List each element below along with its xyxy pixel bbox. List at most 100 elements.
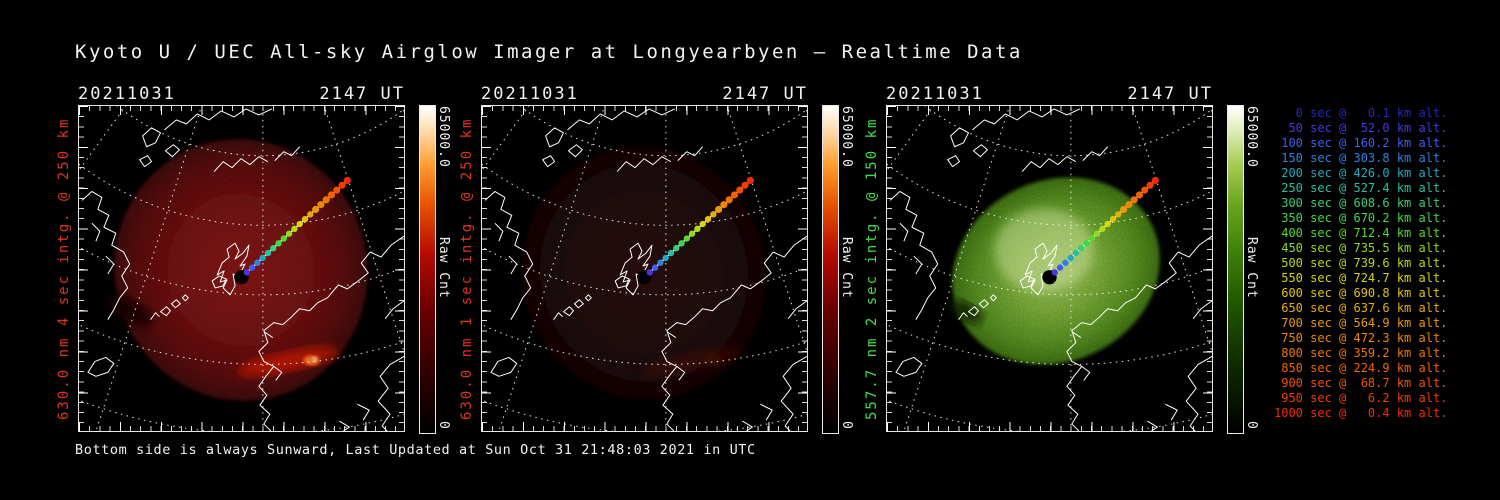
- colorbar-min-label: 0: [1244, 421, 1259, 430]
- panel-wavelength-label: 557.7 nm 2 sec intg. @ 150 km: [864, 117, 880, 420]
- coastline-overlay: [889, 108, 1212, 431]
- track-dot: [1141, 186, 1149, 194]
- track-dot: [254, 259, 261, 266]
- track-dot: [1125, 201, 1133, 209]
- track-dot: [730, 191, 739, 199]
- track-dot: [667, 249, 675, 257]
- ephemeris-legend: 0 sec @ 0.1 km alt. 50 sec @ 52.0 km alt…: [1274, 106, 1447, 421]
- colorbar-min-label: 0: [839, 421, 854, 430]
- legend-entry: 750 sec @ 472.3 km alt.: [1274, 331, 1448, 345]
- track-dot: [688, 230, 696, 237]
- track-dot: [673, 245, 680, 252]
- track-dot: [694, 225, 701, 233]
- legend-entry: 850 sec @ 224.9 km alt.: [1274, 361, 1448, 375]
- colorbar-title: Raw Cnt: [1244, 237, 1259, 299]
- status-text: Bottom side is always Sunward, Last Upda…: [75, 442, 756, 458]
- panel-time: 2147 UT: [1127, 84, 1213, 104]
- legend-entry: 250 sec @ 527.4 km alt.: [1274, 181, 1448, 195]
- track-dot: [1130, 196, 1138, 204]
- aurora-streak: [640, 346, 742, 376]
- legend-entry: 650 sec @ 637.6 km alt.: [1274, 301, 1448, 315]
- track-dot: [291, 225, 298, 233]
- colorbar-max-label: 65000.0: [1244, 106, 1259, 168]
- panel-time: 2147 UT: [722, 84, 808, 104]
- track-dot: [280, 235, 288, 242]
- track-dot: [699, 220, 706, 228]
- panel-630nm-1sec: [481, 105, 808, 432]
- panel-header: 20211031 2147 UT: [886, 84, 1213, 104]
- panel-header: 20211031 2147 UT: [78, 84, 405, 104]
- track-dot: [1093, 230, 1101, 237]
- legend-entry: 450 sec @ 735.5 km alt.: [1274, 241, 1448, 255]
- panel-wavelength-label: 630.0 nm 1 sec intg. @ 250 km: [459, 117, 475, 420]
- track-dot: [704, 215, 712, 223]
- airglow-disc: [114, 139, 368, 401]
- track-dot: [333, 186, 341, 194]
- panel-wavelength-label: 630.0 nm 4 sec intg. @ 250 km: [56, 117, 72, 420]
- track-dot: [746, 176, 754, 185]
- track-dot: [720, 201, 728, 209]
- legend-entry: 0 sec @ 0.1 km alt.: [1274, 106, 1448, 120]
- track-dot: [1135, 191, 1144, 199]
- panel-630nm-4sec: [78, 105, 405, 432]
- satellite-track: [1042, 176, 1159, 285]
- panel-header: 20211031 2147 UT: [481, 84, 808, 104]
- track-dot: [296, 220, 303, 228]
- legend-entry: 700 sec @ 564.9 km alt.: [1274, 316, 1448, 330]
- track-dot: [741, 181, 749, 189]
- track-dot: [270, 245, 277, 252]
- legend-entry: 500 sec @ 739.6 km alt.: [1274, 256, 1448, 270]
- track-dot: [646, 269, 653, 276]
- legend-entry: 600 sec @ 690.8 km alt.: [1274, 286, 1448, 300]
- track-dot: [1088, 235, 1096, 242]
- track-dot: [275, 240, 282, 247]
- track-dot: [662, 254, 669, 262]
- track-dot: [1056, 264, 1064, 271]
- legend-entry: 150 sec @ 303.8 km alt.: [1274, 151, 1448, 165]
- panel-date: 20211031: [78, 84, 176, 104]
- legend-entry: 950 sec @ 6.2 km alt.: [1274, 391, 1448, 405]
- track-dot: [312, 205, 320, 214]
- colorbar: [419, 105, 436, 434]
- satellite-track: [637, 176, 754, 285]
- legend-entry: 300 sec @ 608.6 km alt.: [1274, 196, 1448, 210]
- track-dot: [317, 201, 325, 209]
- track-dot: [683, 235, 691, 242]
- colorbar: [822, 105, 839, 434]
- track-dot: [327, 191, 336, 199]
- track-dot: [736, 186, 744, 194]
- allsky-image: [79, 106, 404, 431]
- track-dot: [1109, 215, 1117, 223]
- panel-date: 20211031: [886, 84, 984, 104]
- legend-entry: 200 sec @ 426.0 km alt.: [1274, 166, 1448, 180]
- legend-entry: 400 sec @ 712.4 km alt.: [1274, 226, 1448, 240]
- track-dot: [715, 205, 723, 214]
- track-dot: [322, 196, 330, 204]
- track-dot: [1072, 249, 1080, 257]
- track-dot: [1083, 240, 1090, 247]
- allsky-image: [482, 106, 807, 431]
- legend-entry: 550 sec @ 724.7 km alt.: [1274, 271, 1448, 285]
- panel-time: 2147 UT: [319, 84, 405, 104]
- colorbar-title: Raw Cnt: [436, 237, 451, 299]
- track-dot: [1151, 176, 1159, 185]
- track-dot: [1062, 259, 1069, 266]
- panel-557nm-2sec: [886, 105, 1213, 432]
- track-dot: [725, 196, 733, 204]
- legend-entry: 100 sec @ 160.2 km alt.: [1274, 136, 1448, 150]
- allsky-image: [887, 106, 1212, 431]
- colorbar-max-label: 65000.0: [839, 106, 854, 168]
- track-dot: [651, 264, 659, 271]
- dark-notch: [950, 300, 983, 324]
- colorbar-max-label: 65000.0: [436, 106, 451, 168]
- track-dot: [1146, 181, 1154, 189]
- track-dot: [1051, 269, 1058, 276]
- track-dot: [307, 211, 314, 218]
- track-dot: [710, 211, 717, 218]
- bright-center: [994, 208, 1094, 292]
- panel-date: 20211031: [481, 84, 579, 104]
- colorbar: [1227, 105, 1244, 434]
- track-dot: [678, 240, 685, 247]
- colorbar-title: Raw Cnt: [839, 237, 854, 299]
